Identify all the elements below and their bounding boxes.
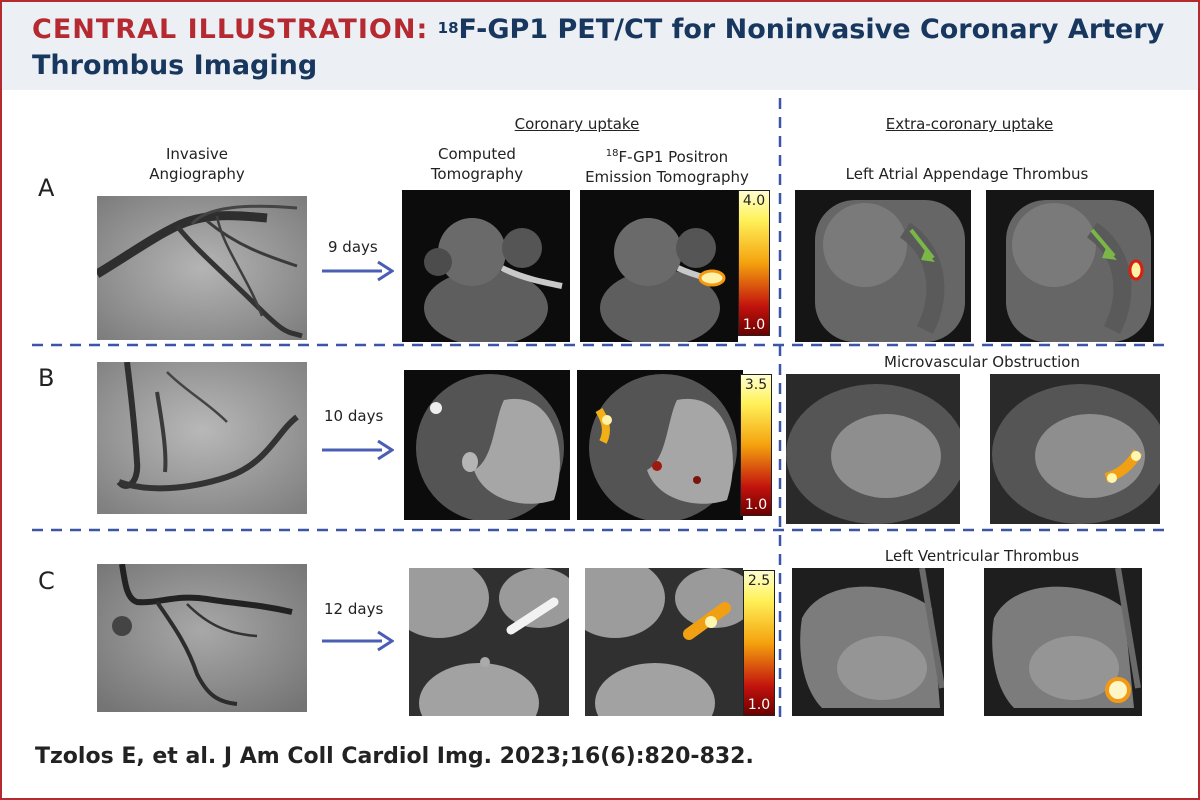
arrow-right-icon [322, 260, 394, 282]
colorbar-b: 3.5 1.0 [740, 374, 772, 516]
finding-lv-thrombus: Left Ventricular Thrombus [884, 547, 1080, 565]
mvo-ct-image [786, 374, 960, 524]
title-superscript: 18 [437, 19, 459, 37]
citation: Tzolos E, et al. J Am Coll Cardiol Img. … [35, 744, 754, 769]
arrow-right-icon [322, 439, 394, 461]
header-band: CENTRAL ILLUSTRATION: 18F-GP1 PET/CT for… [2, 2, 1198, 90]
lv-pet-image [984, 568, 1142, 716]
arrow-right-icon [322, 630, 394, 652]
pet-image-c [585, 568, 743, 716]
angiogram-b [97, 362, 307, 514]
colorbar-c: 2.5 1.0 [743, 570, 775, 716]
colorbar-a: 4.0 1.0 [738, 190, 770, 336]
figure-title: CENTRAL ILLUSTRATION: 18F-GP1 PET/CT for… [32, 12, 1182, 84]
ct-image-a [402, 190, 570, 342]
extra-coronary-heading: Extra-coronary uptake [885, 115, 1054, 133]
pet-image-b [577, 370, 743, 520]
lv-ct-image [792, 568, 944, 716]
interval-a: 9 days [328, 238, 378, 256]
finding-laa-thrombus: Left Atrial Appendage Thrombus [845, 165, 1089, 183]
coronary-uptake-heading: Coronary uptake [514, 115, 640, 133]
title-kicker: CENTRAL ILLUSTRATION: [32, 14, 429, 45]
pet-image-a [580, 190, 738, 342]
row-label-b: B [38, 364, 55, 392]
finding-mvo: Microvascular Obstruction [884, 353, 1080, 371]
ct-image-b [404, 370, 570, 520]
laa-ct-image [795, 190, 971, 342]
laa-pet-image [986, 190, 1154, 342]
ct-image-c [409, 568, 569, 716]
interval-b: 10 days [324, 407, 384, 425]
row-label-c: C [38, 567, 55, 595]
pet-heading: 18F-GP1 Positron Emission Tomography [585, 148, 749, 186]
row-label-a: A [38, 174, 55, 202]
title-main: F-GP1 PET/CT for Noninvasive Coronary Ar… [458, 14, 1165, 45]
angiogram-c [97, 564, 307, 712]
angiography-heading: Invasive Angiography [149, 145, 245, 183]
title-line2: Thrombus Imaging [32, 50, 318, 81]
mvo-pet-image [990, 374, 1160, 524]
interval-c: 12 days [324, 600, 384, 618]
angiogram-a [97, 196, 307, 340]
ct-heading: Computed Tomography [430, 145, 524, 183]
